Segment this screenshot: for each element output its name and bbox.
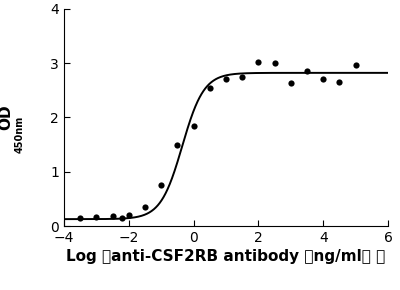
Point bbox=[109, 214, 116, 219]
Point bbox=[206, 85, 213, 90]
Point bbox=[126, 213, 132, 218]
Text: OD: OD bbox=[0, 105, 13, 130]
Point bbox=[272, 61, 278, 66]
Point bbox=[174, 142, 181, 147]
Point bbox=[352, 62, 359, 67]
Point bbox=[239, 74, 246, 79]
Point bbox=[255, 60, 262, 64]
Point bbox=[304, 69, 310, 74]
X-axis label: Log （anti-CSF2RB antibody （ng/ml） ）: Log （anti-CSF2RB antibody （ng/ml） ） bbox=[66, 249, 386, 264]
Point bbox=[158, 183, 164, 188]
Point bbox=[93, 215, 100, 219]
Point bbox=[336, 80, 342, 84]
Point bbox=[142, 205, 148, 209]
Point bbox=[223, 77, 229, 82]
Text: 450nm: 450nm bbox=[14, 115, 24, 153]
Point bbox=[320, 77, 326, 82]
Point bbox=[119, 215, 126, 220]
Point bbox=[77, 216, 84, 220]
Point bbox=[190, 123, 197, 128]
Point bbox=[288, 81, 294, 86]
